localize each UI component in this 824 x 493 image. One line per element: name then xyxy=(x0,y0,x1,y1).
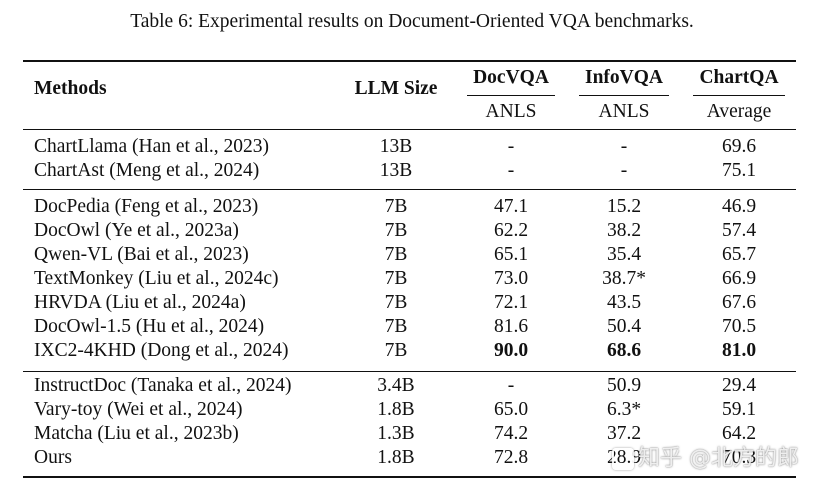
table-cell-chartqa: 69.6 xyxy=(721,136,757,157)
table-cell-infovqa: 50.9 xyxy=(606,375,642,396)
zhihu-watermark: 知乎 @北方的郎 xyxy=(612,446,799,472)
table-cell-docvqa: 73.0 xyxy=(493,268,529,289)
table-cell-infovqa: 6.3* xyxy=(606,399,642,420)
top-rule xyxy=(23,60,796,62)
table-cell-llm: 3.4B xyxy=(377,375,415,396)
table-cell-infovqa: - xyxy=(620,136,628,157)
bottom-rule xyxy=(23,476,796,478)
table-cell-method: Vary-toy (Wei et al., 2024) xyxy=(34,399,243,420)
table-cell-docvqa: 72.8 xyxy=(493,447,529,468)
table-cell-method: DocOwl (Ye et al., 2023a) xyxy=(34,220,239,241)
table-cell-llm: 7B xyxy=(384,196,408,217)
table-cell-infovqa: 35.4 xyxy=(606,244,642,265)
table-cell-infovqa-best: 68.6 xyxy=(606,340,642,361)
table-cell-docvqa: 65.0 xyxy=(493,399,529,420)
table-cell-docvqa: 65.1 xyxy=(493,244,529,265)
table-cell-llm: 7B xyxy=(384,244,408,265)
table-cell-chartqa: 66.9 xyxy=(721,268,757,289)
table-cell-method: InstructDoc (Tanaka et al., 2024) xyxy=(34,375,292,396)
table-cell-method: ChartLlama (Han et al., 2023) xyxy=(34,136,269,157)
table-cell-docvqa: - xyxy=(507,160,515,181)
table-cell-llm: 1.8B xyxy=(377,399,415,420)
table-cell-method: Matcha (Liu et al., 2023b) xyxy=(34,423,239,444)
group-rule-2 xyxy=(23,371,796,372)
table-cell-docvqa: 81.6 xyxy=(493,316,529,337)
header-rule xyxy=(23,129,796,130)
table-cell-chartqa: 64.2 xyxy=(721,423,757,444)
table-cell-method: ChartAst (Meng et al., 2024) xyxy=(34,160,260,181)
table-cell-infovqa: 38.7* xyxy=(602,268,646,289)
table-caption: Table 6: Experimental results on Documen… xyxy=(130,11,694,32)
header-infovqa: InfoVQA xyxy=(584,67,663,88)
table-cell-llm: 7B xyxy=(384,340,408,361)
table-cell-infovqa: - xyxy=(620,160,628,181)
table-cell-llm: 7B xyxy=(384,316,408,337)
table-cell-chartqa: 65.7 xyxy=(721,244,757,265)
table-cell-method: Ours xyxy=(34,447,72,468)
table-cell-docvqa: 72.1 xyxy=(493,292,529,313)
infovqa-underline xyxy=(579,95,669,96)
chartqa-underline xyxy=(693,95,785,96)
header-llm-size: LLM Size xyxy=(354,78,438,99)
table-cell-llm: 13B xyxy=(379,136,413,157)
table-cell-infovqa: 37.2 xyxy=(606,423,642,444)
group-rule-1 xyxy=(23,189,796,190)
table-cell-infovqa: 15.2 xyxy=(606,196,642,217)
table-cell-infovqa: 50.4 xyxy=(606,316,642,337)
table-cell-docvqa: 74.2 xyxy=(493,423,529,444)
table-cell-docvqa: 47.1 xyxy=(493,196,529,217)
table-cell-llm: 7B xyxy=(384,292,408,313)
table-cell-chartqa: 70.5 xyxy=(721,316,757,337)
table-cell-chartqa: 57.4 xyxy=(721,220,757,241)
header-methods: Methods xyxy=(34,78,107,99)
docvqa-underline xyxy=(467,95,555,96)
table-cell-chartqa: 59.1 xyxy=(721,399,757,420)
table-cell-chartqa: 29.4 xyxy=(721,375,757,396)
table-cell-method: IXC2-4KHD (Dong et al., 2024) xyxy=(34,340,289,361)
table-cell-llm: 7B xyxy=(384,268,408,289)
header-docvqa-metric: ANLS xyxy=(485,101,537,122)
table-cell-docvqa-best: 90.0 xyxy=(493,340,529,361)
table-cell-chartqa-best: 81.0 xyxy=(721,340,757,361)
table-cell-llm: 13B xyxy=(379,160,413,181)
zhihu-logo-icon xyxy=(612,448,634,470)
header-chartqa: ChartQA xyxy=(699,67,779,88)
table-cell-llm: 1.3B xyxy=(377,423,415,444)
table-cell-chartqa: 67.6 xyxy=(721,292,757,313)
table-cell-infovqa: 38.2 xyxy=(606,220,642,241)
table-cell-method: TextMonkey (Liu et al., 2024c) xyxy=(34,268,279,289)
table-cell-chartqa: 75.1 xyxy=(721,160,757,181)
header-infovqa-metric: ANLS xyxy=(598,101,650,122)
table-cell-method: DocPedia (Feng et al., 2023) xyxy=(34,196,259,217)
watermark-text: 知乎 @北方的郎 xyxy=(638,446,799,471)
table-cell-infovqa: 43.5 xyxy=(606,292,642,313)
table-cell-method: DocOwl-1.5 (Hu et al., 2024) xyxy=(34,316,265,337)
table-cell-docvqa: - xyxy=(507,375,515,396)
table-cell-docvqa: - xyxy=(507,136,515,157)
header-docvqa: DocVQA xyxy=(473,67,549,88)
table-cell-method: HRVDA (Liu et al., 2024a) xyxy=(34,292,246,313)
table-cell-llm: 1.8B xyxy=(377,447,415,468)
table-cell-llm: 7B xyxy=(384,220,408,241)
table-cell-docvqa: 62.2 xyxy=(493,220,529,241)
header-chartqa-metric: Average xyxy=(706,101,772,122)
table-cell-method: Qwen-VL (Bai et al., 2023) xyxy=(34,244,249,265)
table-cell-chartqa: 70.3 xyxy=(721,447,757,468)
table-cell-chartqa: 46.9 xyxy=(721,196,757,217)
